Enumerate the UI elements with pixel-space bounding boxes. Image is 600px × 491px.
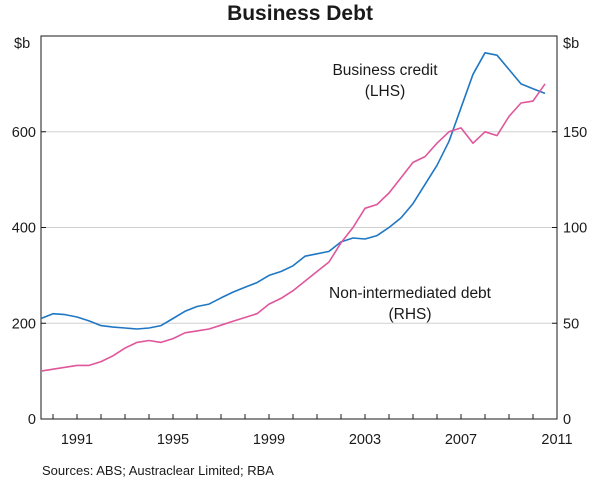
x-tick-label-0: 1991 xyxy=(61,432,93,448)
x-axis-ticks: 1991 1995 1999 2003 2007 2011 xyxy=(52,414,573,448)
chart-title: Business Debt xyxy=(227,2,373,25)
y-right-tick-label-1: 50 xyxy=(563,316,579,332)
chart-source: Sources: ABS; Austraclear Limited; RBA xyxy=(42,463,274,478)
y-left-tick-label-3: 600 xyxy=(12,125,36,141)
y-right-unit: $b xyxy=(563,36,579,52)
business-credit-line xyxy=(40,52,546,330)
y-left-tick-label-0: 0 xyxy=(28,412,36,428)
business-credit-axis-label: (LHS) xyxy=(365,83,405,100)
x-tick-label-1: 1995 xyxy=(157,432,189,448)
non-intermediated-debt-label: Non-intermediated debt xyxy=(329,285,492,302)
non-intermediated-debt-axis-label: (RHS) xyxy=(388,306,431,323)
x-tick-label-5: 2011 xyxy=(541,432,572,448)
series-lines xyxy=(40,52,546,372)
non-intermediated-debt-line xyxy=(40,83,546,372)
y-left-tick-label-1: 200 xyxy=(12,316,36,332)
y-right-tick-label-0: 0 xyxy=(563,412,571,428)
grid-lines xyxy=(41,131,557,324)
business-credit-label: Business credit xyxy=(332,62,438,79)
x-tick-label-2: 1999 xyxy=(253,432,285,448)
y-left-unit: $b xyxy=(14,36,30,52)
y-right-axis: 0 50 100 150 xyxy=(552,125,587,428)
y-left-tick-label-2: 400 xyxy=(12,221,36,237)
x-tick-label-4: 2007 xyxy=(445,432,477,448)
x-tick-label-3: 2003 xyxy=(349,432,381,448)
y-right-tick-label-3: 150 xyxy=(563,125,587,141)
y-right-tick-label-2: 100 xyxy=(563,221,587,237)
y-left-axis: 0 200 400 600 xyxy=(12,125,46,428)
